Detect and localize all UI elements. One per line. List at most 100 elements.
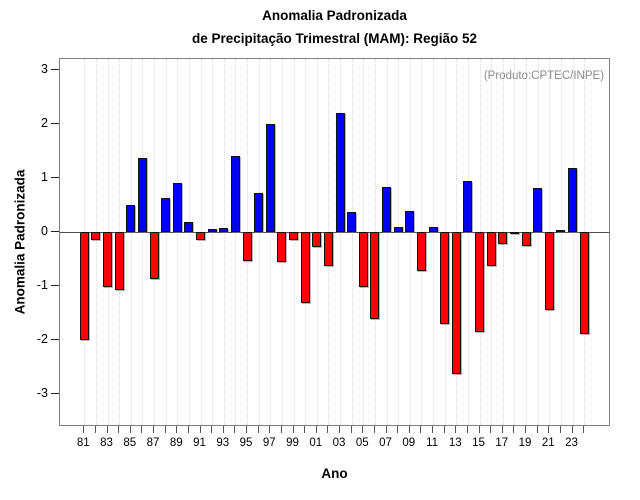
gridline <box>212 59 214 425</box>
bar-90 <box>184 222 194 232</box>
bar-96 <box>254 192 264 232</box>
x-tick <box>397 426 399 433</box>
gridline <box>537 59 539 425</box>
annotation-produto: (Produto:CPTEC/INPE) <box>483 70 604 82</box>
x-tick <box>385 426 387 433</box>
bar-97 <box>265 123 275 232</box>
x-tick-label: 05 <box>355 437 369 449</box>
y-tick-label: 2 <box>41 115 48 130</box>
bar-24 <box>579 231 589 334</box>
x-tick-label: 87 <box>146 437 160 449</box>
gridline <box>200 59 202 425</box>
x-tick-label: 13 <box>448 437 462 449</box>
bar-81 <box>79 231 89 340</box>
y-tick-label: 1 <box>41 169 48 184</box>
gridline <box>142 59 144 425</box>
bar-85 <box>126 204 136 232</box>
y-tick <box>51 230 59 232</box>
x-tick <box>153 426 155 433</box>
bar-12 <box>440 231 450 324</box>
x-tick <box>443 426 445 433</box>
bar-10 <box>416 231 426 272</box>
bar-05 <box>358 231 368 288</box>
x-tick <box>187 426 189 433</box>
x-tick-label: 09 <box>402 437 416 449</box>
x-tick <box>176 426 178 433</box>
zero-line <box>60 231 609 233</box>
y-tick-label: 0 <box>41 223 48 238</box>
x-tick <box>350 426 352 433</box>
x-tick <box>199 426 201 433</box>
gridline <box>572 59 574 425</box>
x-tick <box>246 426 248 433</box>
bar-83 <box>103 231 113 288</box>
bar-08 <box>393 226 403 232</box>
bar-15 <box>475 231 485 332</box>
bar-93 <box>219 228 229 232</box>
bar-20 <box>533 188 543 232</box>
gridline <box>130 59 132 425</box>
y-tick <box>51 284 59 286</box>
bar-19 <box>521 231 531 247</box>
bar-82 <box>91 231 101 241</box>
x-tick <box>455 426 457 433</box>
x-tick-label: 81 <box>76 437 90 449</box>
x-tick <box>234 426 236 433</box>
plot-area: (Produto:CPTEC/INPE) <box>59 58 610 426</box>
x-tick <box>571 426 573 433</box>
gridline <box>386 59 388 425</box>
x-tick <box>420 426 422 433</box>
x-axis-label: Ano <box>321 466 348 481</box>
x-tick <box>548 426 550 433</box>
x-tick <box>362 426 364 433</box>
x-tick <box>141 426 143 433</box>
bar-18 <box>509 231 519 235</box>
gridline <box>514 59 516 425</box>
y-tick <box>51 338 59 340</box>
x-tick <box>292 426 294 433</box>
gridline <box>560 59 562 425</box>
gridline <box>351 59 353 425</box>
gridline <box>258 59 260 425</box>
y-tick-label: 3 <box>41 61 48 76</box>
y-tick-label: -1 <box>36 277 48 292</box>
x-tick <box>536 426 538 433</box>
y-tick <box>51 122 59 124</box>
x-tick <box>327 426 329 433</box>
bar-99 <box>289 231 299 241</box>
gridline <box>165 59 167 425</box>
gridline <box>293 59 295 425</box>
x-tick <box>432 426 434 433</box>
bar-94 <box>230 156 240 232</box>
y-tick-label: -2 <box>36 331 48 346</box>
gridline <box>223 59 225 425</box>
gridline <box>177 59 179 425</box>
x-tick <box>118 426 120 433</box>
x-tick <box>280 426 282 433</box>
x-tick <box>373 426 375 433</box>
x-tick-label: 03 <box>332 437 346 449</box>
x-tick-label: 23 <box>565 437 578 449</box>
y-tick-label: -3 <box>36 385 48 400</box>
x-tick-label: 11 <box>426 437 439 449</box>
x-tick <box>222 426 224 433</box>
gridline <box>398 59 400 425</box>
x-tick-label: 83 <box>100 437 113 449</box>
x-tick <box>466 426 468 433</box>
gridline <box>409 59 411 425</box>
gridline <box>188 59 190 425</box>
bar-17 <box>498 231 508 245</box>
bar-04 <box>347 212 357 232</box>
gridline <box>433 59 435 425</box>
x-tick <box>129 426 131 433</box>
x-tick-label: 07 <box>379 437 392 449</box>
bar-11 <box>428 226 438 232</box>
x-tick-label: 21 <box>541 437 555 449</box>
x-tick <box>408 426 410 433</box>
bar-86 <box>137 158 147 232</box>
gridline <box>340 59 342 425</box>
bar-23 <box>568 168 578 232</box>
x-tick <box>513 426 515 433</box>
bar-84 <box>114 231 124 291</box>
x-tick <box>583 426 585 433</box>
